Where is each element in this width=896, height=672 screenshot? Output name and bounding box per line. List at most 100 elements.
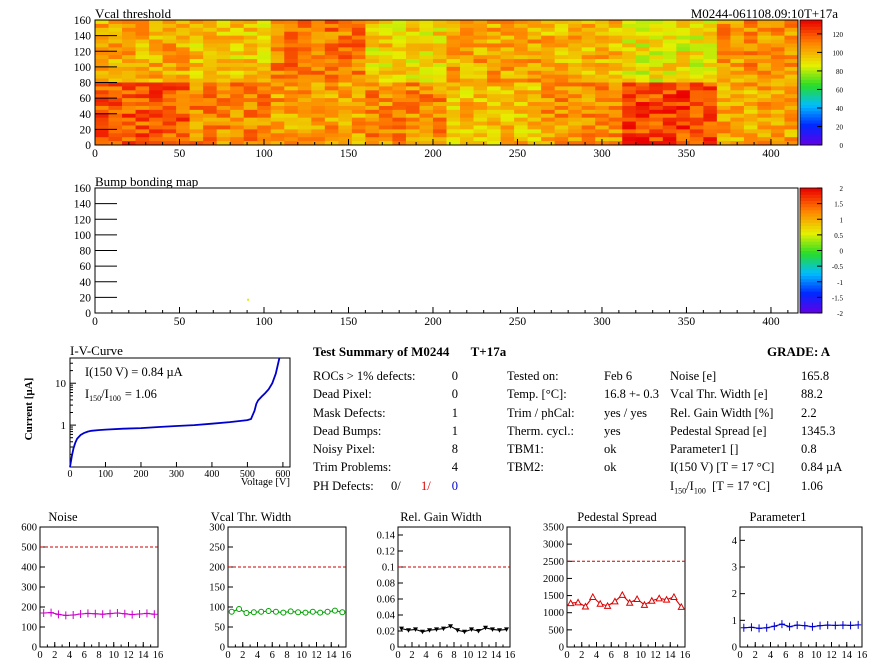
heatmap-cell xyxy=(311,55,326,60)
z-tick-label: 1.5 xyxy=(834,201,843,209)
heatmap-cell xyxy=(460,35,474,40)
summary-label: Pedestal Spread [e] xyxy=(670,423,767,438)
heatmap-cell xyxy=(527,109,542,115)
heatmap-cell xyxy=(500,78,515,83)
heatmap-cell xyxy=(162,94,177,99)
heatmap-cell xyxy=(487,51,501,56)
heatmap-cell xyxy=(446,141,461,146)
heatmap-cell xyxy=(554,133,569,138)
heatmap-cell xyxy=(108,109,123,115)
heatmap-cell xyxy=(351,129,366,134)
heatmap-cell xyxy=(595,109,610,115)
heatmap-cell xyxy=(189,137,204,142)
heatmap-cell xyxy=(162,43,177,48)
heatmap-cell xyxy=(216,47,231,52)
heatmap-cell xyxy=(135,47,150,52)
data-point xyxy=(677,602,686,610)
heatmap-cell xyxy=(581,39,596,44)
heatmap-cell xyxy=(770,102,785,107)
heatmap-cell xyxy=(703,102,718,107)
heatmap-cell xyxy=(176,59,191,64)
heatmap-cell xyxy=(689,98,704,103)
heatmap-cell xyxy=(284,113,299,119)
x-tick-label: 2 xyxy=(52,650,57,661)
heatmap-cell xyxy=(270,82,285,87)
heatmap-cell xyxy=(149,62,163,68)
iv-series-line xyxy=(69,357,281,468)
heatmap-cell xyxy=(338,102,353,107)
heatmap-cell xyxy=(108,133,123,138)
y-tick-label: 4 xyxy=(732,536,738,547)
heatmap-cell xyxy=(108,55,123,60)
heatmap-cell xyxy=(743,86,758,91)
heatmap-cell xyxy=(297,109,312,115)
z-tick-label: 60 xyxy=(836,86,844,94)
heatmap-cell xyxy=(216,31,231,37)
heatmap-cell xyxy=(351,125,366,130)
heatmap-cell xyxy=(662,39,677,44)
heatmap-cell xyxy=(689,62,704,68)
heatmap-cell xyxy=(500,39,515,44)
data-point xyxy=(611,597,619,605)
x-tick-label: 200 xyxy=(424,316,442,328)
heatmap-cell xyxy=(487,90,501,95)
heatmap-cell xyxy=(324,39,339,44)
heatmap-cell xyxy=(527,121,542,126)
heatmap-cell xyxy=(162,78,177,83)
heatmap-cell xyxy=(784,82,799,87)
heatmap-cell xyxy=(378,109,393,115)
x-tick-label: 8 xyxy=(96,650,101,661)
heatmap-cell xyxy=(622,137,637,142)
heatmap-cell xyxy=(311,141,326,146)
heatmap-cell xyxy=(635,43,650,48)
heatmap-cell xyxy=(311,102,326,107)
x-tick-label: 12 xyxy=(311,650,322,661)
heatmap-cell xyxy=(135,23,150,29)
heatmap-cell xyxy=(446,105,461,111)
heatmap-cell xyxy=(581,47,596,52)
heatmap-cell xyxy=(514,137,529,142)
heatmap-cell xyxy=(243,62,258,68)
heatmap-cell xyxy=(595,125,610,130)
color-scale-bin xyxy=(800,231,822,236)
x-tick-label: 14 xyxy=(665,650,676,661)
heatmap-cell xyxy=(135,129,150,134)
heatmap-cell xyxy=(378,70,393,76)
heatmap-cell xyxy=(405,66,420,72)
heatmap-cell xyxy=(162,141,177,146)
heatmap-cell xyxy=(351,137,366,142)
heatmap-cell xyxy=(365,59,380,64)
color-scale-bin xyxy=(800,222,822,226)
heatmap-cell xyxy=(649,31,664,37)
heatmap-cell xyxy=(676,66,691,72)
heatmap-cell xyxy=(149,90,163,95)
heatmap-cell xyxy=(257,35,272,40)
summary-label: Dead Bumps: xyxy=(313,423,382,438)
heatmap-cell xyxy=(284,39,299,44)
heatmap-cell xyxy=(243,82,258,87)
heatmap-cell xyxy=(689,66,704,72)
heatmap-cell xyxy=(554,113,569,119)
heatmap-cell xyxy=(351,94,366,99)
heatmap-cell xyxy=(297,133,312,138)
y-tick-label: 1000 xyxy=(543,608,564,619)
heatmap-cell xyxy=(689,113,704,119)
heatmap-cell xyxy=(514,55,529,60)
heatmap-cell xyxy=(554,59,569,64)
color-scale-bin xyxy=(800,291,822,295)
heatmap-cell xyxy=(149,86,163,91)
heatmap-cell xyxy=(203,35,218,40)
heatmap-cell xyxy=(568,86,583,91)
heatmap-cell xyxy=(568,78,583,83)
heatmap-cell xyxy=(297,125,312,130)
gain-width-plot-title: Rel. Gain Width xyxy=(400,510,482,524)
heatmap-cell xyxy=(460,66,474,72)
heatmap-cell xyxy=(568,98,583,103)
heatmap-cell xyxy=(784,105,799,111)
heatmap-cell xyxy=(487,39,501,44)
heatmap-cell xyxy=(595,82,610,87)
heatmap-cell xyxy=(338,47,353,52)
heatmap-cell xyxy=(351,121,366,126)
heatmap-cell xyxy=(662,133,677,138)
data-point xyxy=(236,606,243,612)
